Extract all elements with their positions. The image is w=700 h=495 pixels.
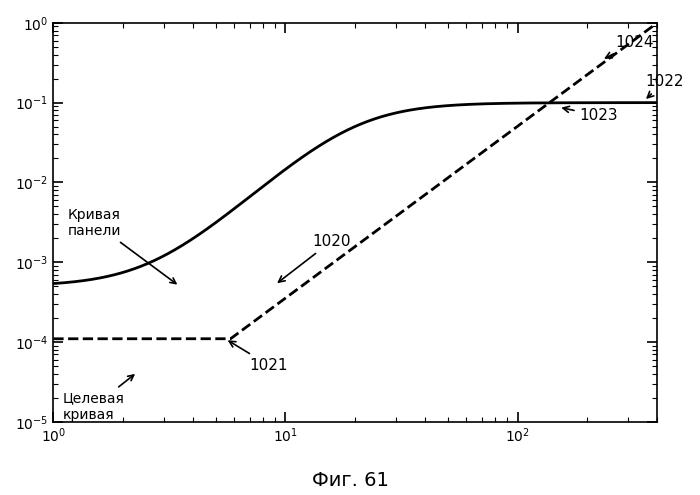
Text: 1023: 1023 [563,106,618,123]
Text: Фиг. 61: Фиг. 61 [312,471,388,490]
Text: Кривая
панели: Кривая панели [67,208,176,284]
Text: Целевая
кривая: Целевая кривая [63,375,134,422]
Text: 1022: 1022 [645,74,684,98]
Text: 1024: 1024 [606,35,654,58]
Text: 1021: 1021 [229,341,288,373]
Text: 1020: 1020 [279,234,351,282]
